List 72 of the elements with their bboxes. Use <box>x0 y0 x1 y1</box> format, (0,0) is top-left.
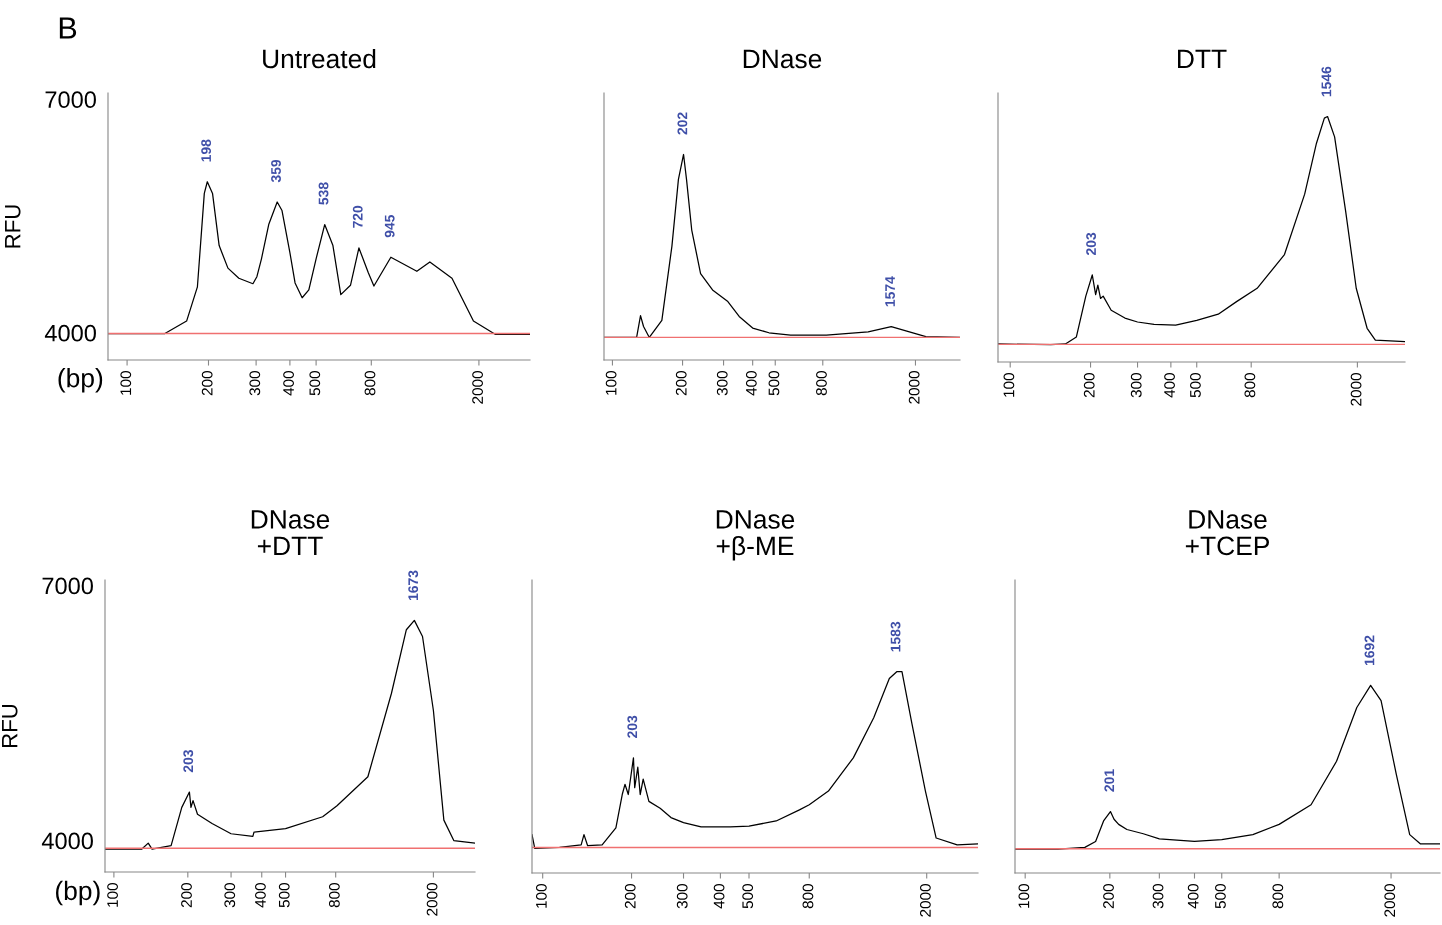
y-axis-title: RFU <box>2 704 18 748</box>
y-axis-title: RFU <box>5 205 21 248</box>
x-tick-label: 400 <box>255 883 266 908</box>
x-tick-label: 800 <box>364 371 376 396</box>
x-tick-label: 100 <box>535 884 547 908</box>
annotation: 1546 <box>1321 66 1332 97</box>
x-tick-label: 800 <box>1272 884 1284 909</box>
annotation: 359 <box>271 159 281 183</box>
x-tick-label: 500 <box>768 371 780 396</box>
x-tick-label: 2000 <box>1350 373 1362 406</box>
x-tick-label: 200 <box>201 371 213 396</box>
x-tick-label: 500 <box>278 883 290 908</box>
annotation: 1583 <box>890 621 901 652</box>
chart-title: DNase <box>743 49 822 69</box>
annotation: 203 <box>183 749 194 773</box>
x-tick-label: 200 <box>1103 884 1114 909</box>
chart-title: Untreated <box>263 48 376 69</box>
x-tick-label: 400 <box>745 371 757 396</box>
x-tick-label: 800 <box>816 371 827 396</box>
x-tick-label: 400 <box>1164 373 1175 398</box>
x-tick-label: 500 <box>742 884 754 909</box>
x-tick-label: 300 <box>716 371 728 396</box>
y-tick-label: 4000 <box>44 324 96 342</box>
x-tick-label: 2000 <box>472 371 484 404</box>
annotation: 1574 <box>885 276 895 307</box>
x-tick-label: 200 <box>1083 373 1095 398</box>
x-tick-label: 200 <box>624 884 636 909</box>
annotation: 201 <box>1104 769 1115 792</box>
x-tick-label: 300 <box>224 883 236 908</box>
x-tick-label: 300 <box>249 371 261 396</box>
chart-title: DNase +TCEP <box>1185 510 1269 556</box>
x-tick-label: 200 <box>675 371 687 396</box>
annotation: 945 <box>384 215 395 238</box>
chart-title: DTT <box>1178 49 1227 68</box>
x-tick-label: 500 <box>309 371 321 396</box>
y-tick-label: 7000 <box>42 577 93 595</box>
annotation: 203 <box>1086 232 1097 256</box>
x-tick-label: 100 <box>1018 884 1030 908</box>
annotation: 538 <box>318 182 329 205</box>
annotation: 1692 <box>1364 635 1375 666</box>
x-tick-label: 400 <box>283 371 294 396</box>
x-tick-label: 2000 <box>919 884 931 917</box>
x-tick-label: 100 <box>1003 373 1015 397</box>
x-tick-label: 800 <box>328 883 340 908</box>
x-tick-label: 300 <box>676 884 688 909</box>
text: B <box>59 17 77 39</box>
x-axis-title: (bp) <box>58 368 103 393</box>
x-tick-label: 400 <box>713 884 725 909</box>
y-tick-label: 7000 <box>45 91 96 109</box>
x-tick-label: 300 <box>1130 373 1142 398</box>
chart-title: DNase +β-ME <box>716 510 795 561</box>
annotation: 198 <box>201 139 212 162</box>
x-tick-label: 300 <box>1152 884 1164 909</box>
x-tick-label: 2000 <box>1384 884 1396 917</box>
x-tick-label: 800 <box>1244 373 1256 398</box>
annotation: 1673 <box>408 570 419 601</box>
x-tick-label: 100 <box>107 883 118 907</box>
annotation: 720 <box>352 205 363 228</box>
x-tick-label: 100 <box>605 371 617 395</box>
x-tick-label: 800 <box>802 884 814 909</box>
x-tick-label: 100 <box>120 371 132 395</box>
chart-title: DNase +DTT <box>251 510 330 555</box>
y-tick-label: 4000 <box>41 832 93 850</box>
x-tick-label: 500 <box>1190 373 1201 398</box>
x-tick-label: 500 <box>1215 884 1226 909</box>
x-tick-label: 400 <box>1187 884 1199 909</box>
x-tick-label: 200 <box>181 883 192 908</box>
x-tick-label: 2000 <box>908 371 920 404</box>
x-tick-label: 2000 <box>426 883 438 916</box>
annotation: 202 <box>677 112 688 135</box>
x-axis-title: (bp) <box>56 880 100 906</box>
annotation: 203 <box>627 715 638 738</box>
